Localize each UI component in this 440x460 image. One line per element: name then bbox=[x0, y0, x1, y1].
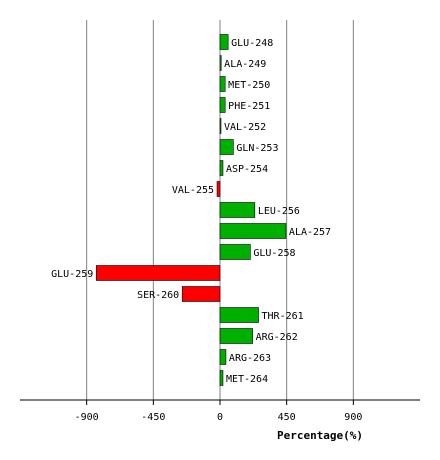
bar-label-ala-257: ALA-257 bbox=[289, 227, 331, 238]
bar-met-250 bbox=[219, 76, 226, 92]
bar-label-val-255: VAL-255 bbox=[172, 185, 214, 196]
bar-val-255 bbox=[216, 181, 221, 197]
bar-label-phe-251: PHE-251 bbox=[228, 101, 270, 112]
bars bbox=[95, 34, 287, 386]
x-axis-title: Percentage(%) bbox=[277, 429, 363, 442]
bar-asp-254 bbox=[219, 160, 224, 176]
bar-phe-251 bbox=[219, 97, 226, 113]
bar-label-asp-254: ASP-254 bbox=[226, 164, 268, 175]
x-tick-label-2: 0 bbox=[217, 412, 223, 423]
bar-label-thr-261: THR-261 bbox=[262, 311, 304, 322]
bar-leu-256 bbox=[219, 202, 256, 218]
bar-ser-260 bbox=[181, 286, 221, 302]
bar-glu-259 bbox=[95, 265, 221, 281]
bar-label-gln-253: GLN-253 bbox=[236, 143, 278, 154]
bar-arg-263 bbox=[219, 349, 227, 365]
bar-label-arg-263: ARG-263 bbox=[229, 353, 271, 364]
bar-label-glu-258: GLU-258 bbox=[253, 248, 295, 259]
bar-label-met-250: MET-250 bbox=[228, 80, 270, 91]
bar-gln-253 bbox=[219, 139, 234, 155]
bar-label-ala-249: ALA-249 bbox=[224, 59, 266, 70]
bar-label-met-264: MET-264 bbox=[226, 374, 268, 385]
bar-label-ser-260: SER-260 bbox=[137, 290, 179, 301]
x-axis: -900 -450 0 450 900 bbox=[20, 399, 420, 423]
bar-val-252 bbox=[219, 118, 222, 134]
bar-arg-262 bbox=[219, 328, 253, 344]
bar-met-264 bbox=[219, 370, 224, 386]
bar-thr-261 bbox=[219, 307, 259, 323]
bar-label-glu-248: GLU-248 bbox=[231, 38, 273, 49]
bar-label-glu-259: GLU-259 bbox=[51, 269, 93, 280]
bar-ala-249 bbox=[219, 55, 222, 71]
bar-label-val-252: VAL-252 bbox=[224, 122, 266, 133]
x-tick-label-1: -450 bbox=[141, 412, 165, 423]
bar-label-leu-256: LEU-256 bbox=[258, 206, 300, 217]
x-tick-label-3: 450 bbox=[278, 412, 296, 423]
x-tick-label-0: -900 bbox=[75, 412, 99, 423]
bar-ala-257 bbox=[219, 223, 287, 239]
bar-glu-258 bbox=[219, 244, 251, 260]
bar-label-arg-262: ARG-262 bbox=[256, 332, 298, 343]
bar-glu-248 bbox=[219, 34, 229, 50]
x-tick-label-4: 900 bbox=[344, 412, 362, 423]
bar-labels: GLU-248 ALA-249 MET-250 PHE-251 VAL-252 GLN-2… bbox=[51, 38, 331, 385]
